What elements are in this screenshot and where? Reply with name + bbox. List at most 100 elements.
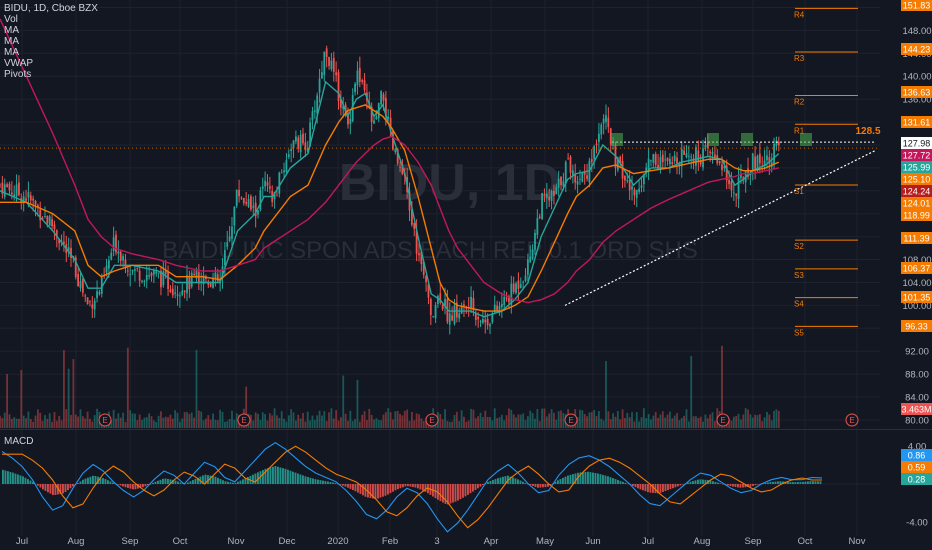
macd-histogram-bar <box>174 480 177 484</box>
macd-histogram-bar <box>659 484 662 493</box>
macd-histogram-bar <box>324 481 327 484</box>
price-tag-text: 151.83 <box>903 1 931 11</box>
macd-histogram-bar <box>19 475 22 484</box>
volume-bar <box>261 412 264 428</box>
candle-body <box>126 270 129 272</box>
macd-histogram-bar <box>702 479 704 484</box>
volume-bar <box>777 410 780 428</box>
volume-bar <box>63 350 65 428</box>
indicator-ma-3[interactable]: MA <box>4 47 19 58</box>
indicator-vol[interactable]: Vol <box>4 14 18 25</box>
volume-bar <box>631 412 633 428</box>
macd-value-tag: 0.59 <box>901 461 932 473</box>
volume-bar <box>453 415 456 428</box>
earnings-marker[interactable] <box>98 413 112 427</box>
macd-histogram-bar <box>622 481 624 484</box>
candle-body <box>657 165 659 169</box>
macd-histogram-bar <box>212 476 214 484</box>
volume-bar <box>209 419 212 428</box>
volume-bar <box>27 411 30 428</box>
macd-histogram-bar <box>687 482 689 484</box>
candle-body <box>434 305 437 319</box>
macd-histogram-bar <box>289 470 292 484</box>
price-tag-bg <box>901 197 932 209</box>
candle-body <box>8 183 11 191</box>
candle-body <box>335 72 338 76</box>
symbol-line[interactable]: BIDU, 1D, Cboe BZX <box>4 3 98 14</box>
volume-bar <box>728 418 730 428</box>
candle-body <box>624 175 626 181</box>
macd-histogram-bar <box>287 469 289 484</box>
candle-body <box>160 270 162 288</box>
macd-histogram-bar <box>699 479 702 484</box>
volume-bar <box>680 417 683 428</box>
macd-histogram-bar <box>104 479 107 484</box>
macd-histogram-bar <box>532 484 534 486</box>
macd-histogram-bar <box>67 484 69 491</box>
macd-histogram-bar <box>339 484 342 485</box>
candle-body <box>93 300 96 310</box>
candle-body <box>522 281 525 283</box>
macd-histogram-bar <box>519 480 522 484</box>
candle-body <box>512 283 515 292</box>
macd-histogram-bar <box>269 467 272 484</box>
time-axis[interactable]: Jul Aug Sep Oct Nov Dec 2020 Feb 3 Apr May Jun Jul Au… <box>16 536 866 547</box>
candle-body <box>330 60 333 69</box>
price-axis[interactable]: 80.0084.0088.0092.0096.00100.00104.00108… <box>901 0 932 528</box>
indicator-ma-2[interactable]: MA <box>4 36 19 47</box>
candle-body <box>148 275 151 277</box>
earnings-marker[interactable] <box>716 413 730 427</box>
volume-bar <box>709 414 712 428</box>
macd-histogram-bar <box>372 484 374 499</box>
x-tick-label: Oct <box>798 536 813 547</box>
macd-title[interactable]: MACD <box>4 436 34 447</box>
volume-bar <box>212 413 214 428</box>
macd-histogram-bar <box>452 484 454 503</box>
macd-histogram-bar <box>342 484 344 486</box>
candle-body <box>740 174 742 178</box>
candle-body <box>112 237 115 252</box>
volume-bar <box>117 413 120 428</box>
macd-histogram-bar <box>814 481 817 484</box>
volume-bar <box>392 419 394 428</box>
volume-bar <box>754 414 757 428</box>
candle-body <box>167 272 169 290</box>
candle-body <box>732 192 735 194</box>
earnings-marker[interactable] <box>845 413 859 427</box>
candle-body <box>292 140 295 148</box>
volume-bar <box>721 345 723 428</box>
macd-histogram-bar <box>139 484 142 488</box>
volume-bar <box>534 418 536 428</box>
earnings-marker[interactable] <box>425 413 439 427</box>
volume-bar <box>751 417 754 428</box>
earnings-marker[interactable] <box>237 413 251 427</box>
volume-bar <box>616 411 619 428</box>
volume-bar <box>732 416 735 428</box>
candle-body <box>318 78 321 93</box>
macd-histogram-bar <box>89 476 92 484</box>
volume-bar <box>695 416 697 428</box>
indicator-ma-1[interactable]: MA <box>4 25 19 36</box>
candle-body <box>709 151 712 153</box>
indicator-vwap[interactable]: VWAP <box>4 58 34 69</box>
volume-bar <box>562 413 565 428</box>
indicator-pivots[interactable]: Pivots <box>4 69 32 80</box>
macd-histogram-bar <box>304 476 307 484</box>
candle-body <box>579 178 581 180</box>
macd-histogram-bar <box>172 479 174 484</box>
volume-bar <box>458 421 461 428</box>
macd-histogram-bar <box>72 484 74 487</box>
candle-body <box>67 247 70 253</box>
volume-bar <box>493 408 496 428</box>
earnings-marker[interactable] <box>564 413 578 427</box>
candle-body <box>671 162 674 165</box>
candle-body <box>58 238 61 244</box>
macd-histogram-bar <box>322 480 324 484</box>
price-tag-text: 127.72 <box>903 151 931 161</box>
candle-body <box>631 186 633 190</box>
macd-histogram-bar <box>94 475 97 484</box>
macd-histogram-bar <box>734 484 737 487</box>
macd-histogram-bar <box>79 481 82 484</box>
candle-body <box>484 319 487 323</box>
